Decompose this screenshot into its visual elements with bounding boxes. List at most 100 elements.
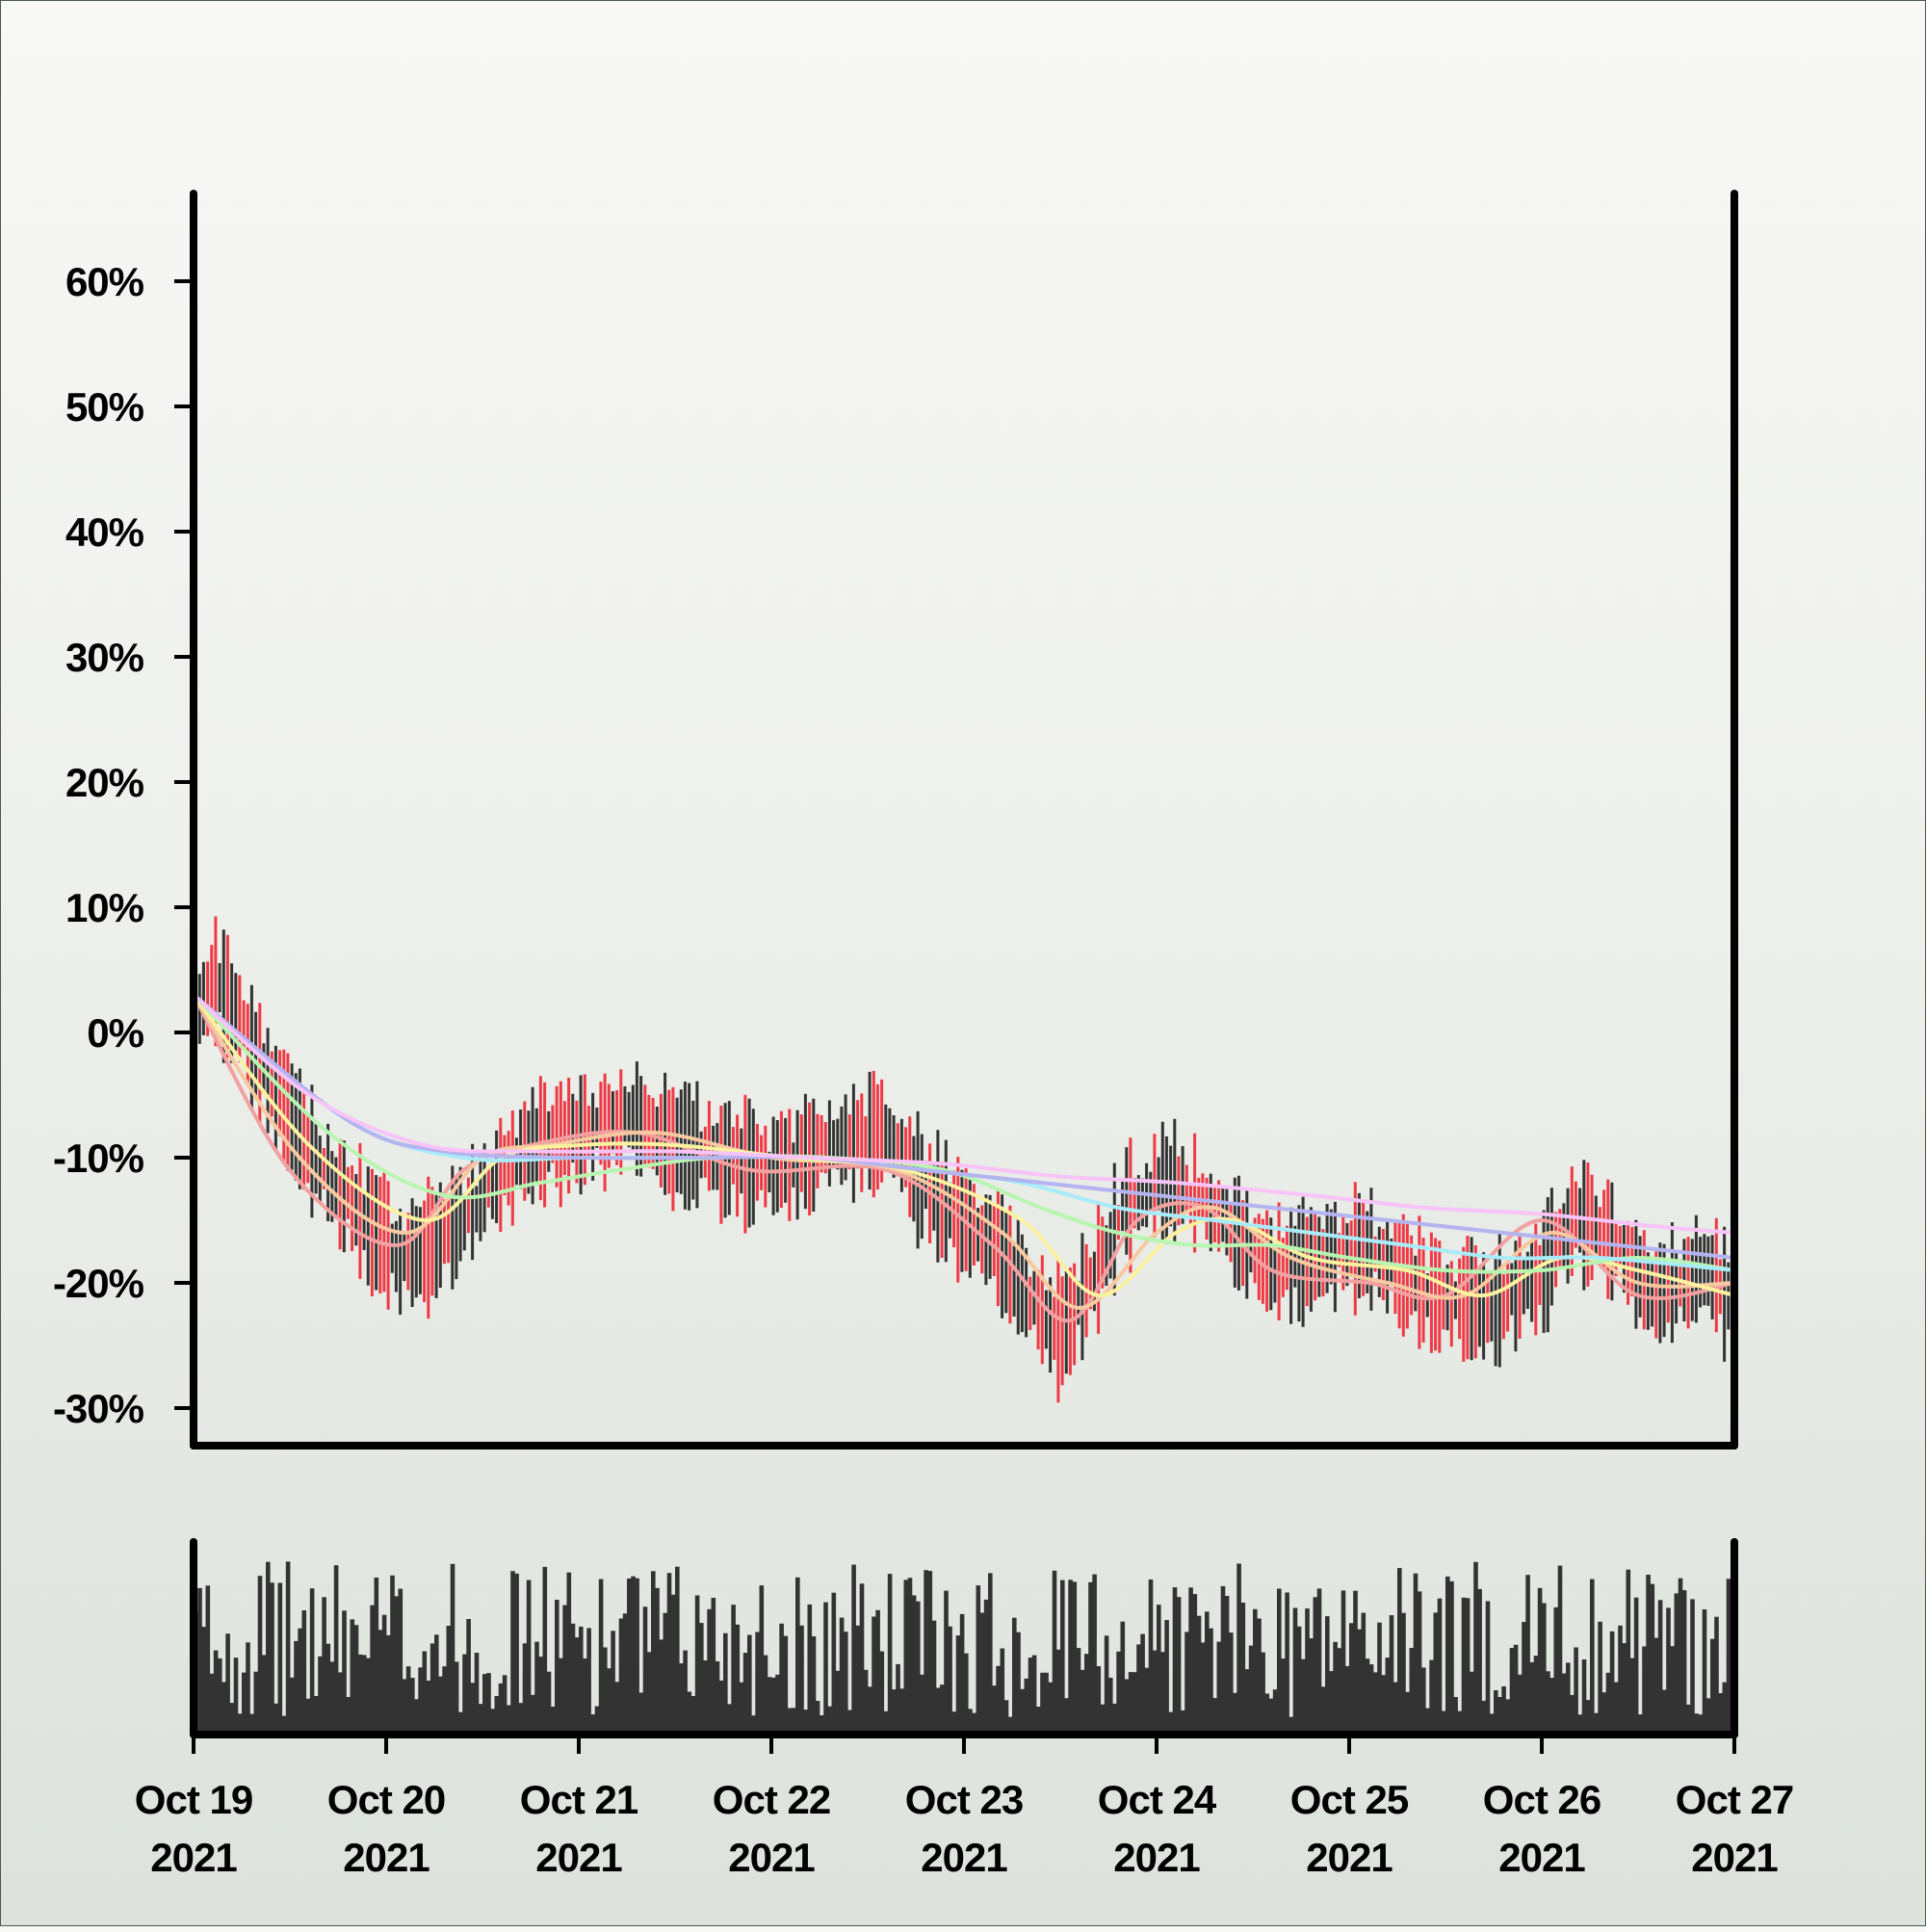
volume-bar <box>438 1676 443 1735</box>
volume-bar <box>213 1650 219 1735</box>
volume-bar <box>1373 1672 1378 1735</box>
volume-bar <box>1007 1716 1013 1735</box>
volume-bar <box>242 1672 247 1735</box>
volume-bar <box>1088 1581 1093 1735</box>
volume-bar <box>742 1653 748 1735</box>
volume-bar <box>727 1704 732 1735</box>
volume-bar <box>273 1703 278 1735</box>
volume-bar <box>1513 1644 1519 1735</box>
volume-bar <box>301 1610 307 1735</box>
volume-bar <box>1702 1609 1707 1735</box>
y-tick-label: -10% <box>53 1136 144 1181</box>
volume-bar <box>927 1571 933 1735</box>
volume-bar <box>1549 1678 1554 1735</box>
volume-bar <box>1040 1672 1045 1735</box>
volume-bar <box>618 1618 624 1735</box>
volume-bar <box>1044 1672 1049 1735</box>
volume-bar <box>663 1612 668 1735</box>
volume-bar <box>1000 1648 1005 1735</box>
y-axis-ticks: 60% 50% 40% 30% 20% 10% 0% -10% -20% -30% <box>53 259 194 1431</box>
volume-bar <box>1705 1698 1711 1735</box>
volume-bar <box>1570 1694 1575 1735</box>
x-tick-label: Oct 23 <box>905 1777 1023 1822</box>
volume-bar <box>1244 1669 1250 1735</box>
volume-bar <box>534 1641 539 1735</box>
volume-bar <box>555 1600 560 1735</box>
volume-bar <box>514 1573 519 1735</box>
volume-bar <box>976 1585 981 1735</box>
volume-bar <box>1188 1587 1193 1735</box>
volume-bar <box>1653 1637 1659 1735</box>
volume-bar <box>899 1688 904 1735</box>
volume-bar <box>924 1570 928 1735</box>
volume-bar <box>410 1678 415 1735</box>
volume-bar <box>570 1623 576 1735</box>
volume-bar <box>1064 1698 1069 1735</box>
volume-bar <box>1096 1666 1102 1735</box>
volume-bar <box>779 1623 784 1735</box>
volume-bar <box>1325 1616 1330 1735</box>
volume-bar <box>429 1643 435 1735</box>
volume-bar <box>209 1673 215 1735</box>
volume-bar <box>1136 1644 1141 1735</box>
volume-bar <box>270 1582 274 1735</box>
volume-bar <box>1585 1700 1591 1735</box>
volume-bar <box>638 1692 644 1735</box>
volume-bar <box>205 1585 211 1735</box>
volume-bar <box>1012 1617 1017 1735</box>
axes <box>190 190 1738 1738</box>
volume-bar <box>1084 1654 1089 1735</box>
x-tick-year-label: 2021 <box>535 1835 622 1880</box>
x-tick-label: Oct 22 <box>713 1777 830 1822</box>
volume-bar <box>1060 1580 1065 1735</box>
volume-bar <box>281 1715 287 1735</box>
volume-bar <box>931 1620 937 1735</box>
volume-bar <box>1068 1580 1073 1735</box>
volume-bar <box>783 1635 789 1735</box>
volume-bar <box>1132 1672 1137 1735</box>
volume-bar <box>635 1578 639 1735</box>
volume-bar <box>1381 1675 1386 1735</box>
volume-bar <box>739 1682 744 1735</box>
volume-bar <box>1349 1623 1354 1735</box>
moving-average-lines <box>192 993 1736 1323</box>
volume-bar <box>470 1683 476 1735</box>
volume-bar <box>1340 1590 1346 1735</box>
volume-bar <box>1694 1713 1699 1735</box>
volume-bar <box>759 1585 765 1735</box>
x-tick-label: Oct 26 <box>1483 1777 1601 1822</box>
volume-bar <box>735 1624 741 1735</box>
x-tick-year-label: 2021 <box>1306 1835 1392 1880</box>
x-tick-label: Oct 21 <box>520 1777 638 1822</box>
volume-bar <box>1577 1714 1583 1735</box>
volume-bar <box>1421 1667 1426 1735</box>
volume-bar <box>1168 1711 1174 1735</box>
x-tick-year-label: 2021 <box>1691 1835 1778 1880</box>
volume-bar <box>1405 1691 1410 1735</box>
volume-bar <box>1296 1626 1302 1735</box>
volume-bar <box>381 1614 387 1735</box>
x-tick-year-label: 2021 <box>343 1835 429 1880</box>
volume-bar <box>1618 1625 1623 1735</box>
volume-bar <box>1533 1656 1539 1735</box>
volume-bar <box>799 1625 804 1735</box>
y-tick-label: 40% <box>65 509 144 555</box>
volume-bar <box>522 1643 528 1735</box>
volume-bar <box>1473 1561 1478 1735</box>
volume-bar <box>1108 1678 1113 1735</box>
volume-bar <box>771 1677 776 1735</box>
volume-bar <box>820 1715 824 1735</box>
volume-bar <box>1413 1573 1418 1735</box>
volume-bar <box>1024 1678 1029 1735</box>
volume-bar <box>935 1687 941 1735</box>
moving-average-line <box>192 993 1736 1235</box>
volume-bar <box>1710 1638 1715 1735</box>
volume-bar <box>863 1669 869 1735</box>
volume-bar <box>631 1576 636 1735</box>
volume-bar <box>1052 1570 1057 1735</box>
y-tick-label: 50% <box>65 384 144 430</box>
volume-bar <box>603 1647 608 1735</box>
volume-panel <box>194 1561 1735 1735</box>
volume-bar <box>815 1701 820 1735</box>
volume-bar <box>1196 1615 1202 1735</box>
